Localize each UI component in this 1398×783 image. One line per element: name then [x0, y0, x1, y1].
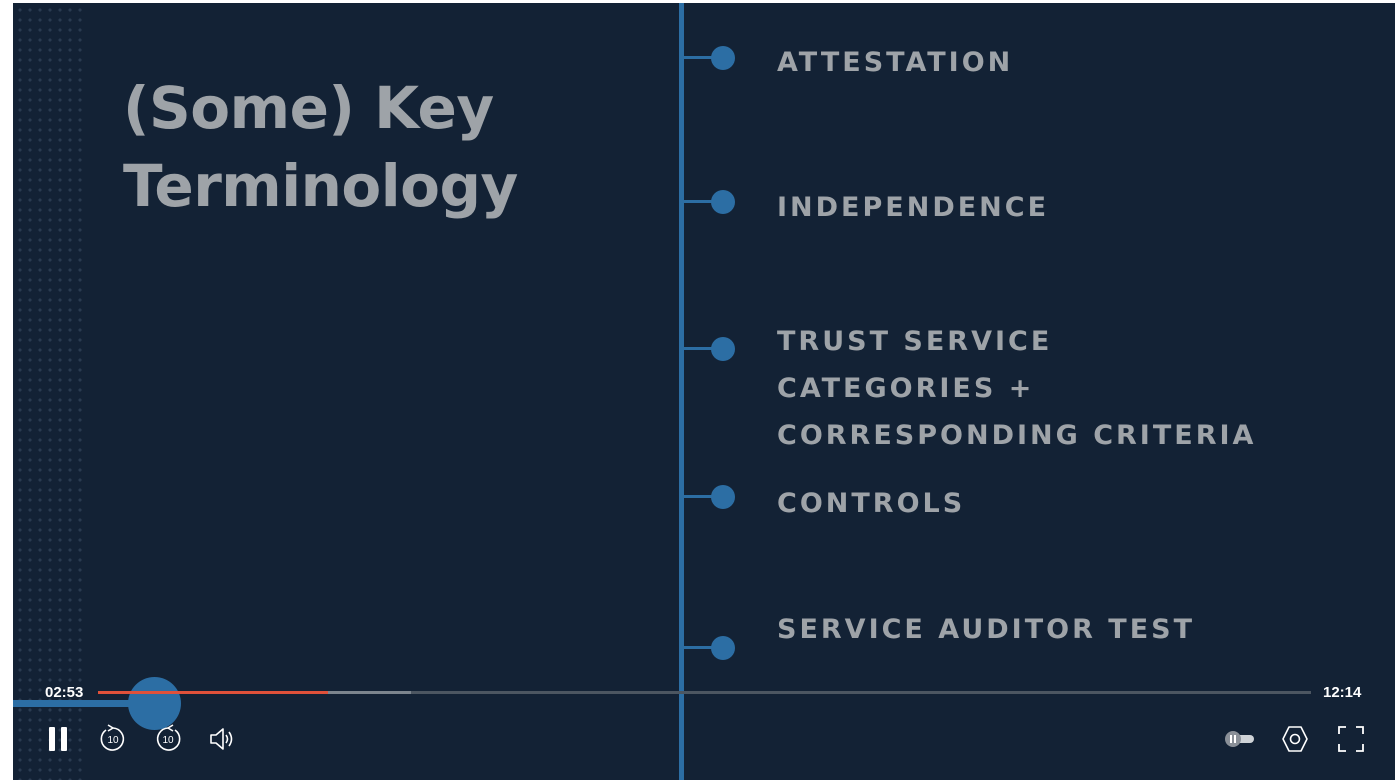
term-service-auditor-test: SERVICE AUDITOR TEST	[777, 614, 1196, 645]
term-line: CATEGORIES +	[777, 373, 1035, 404]
progress-played	[98, 691, 329, 694]
timeline-node	[682, 190, 735, 214]
autoplay-toggle-icon	[1225, 731, 1254, 747]
settings-button[interactable]	[1277, 721, 1313, 757]
volume-icon	[210, 728, 233, 750]
pause-button[interactable]	[40, 721, 76, 757]
timeline-node	[682, 485, 735, 509]
slide-title-line-2: Terminology	[123, 152, 518, 220]
rewind-10-button[interactable]: 10	[95, 721, 131, 757]
forward-10-button[interactable]: 10	[150, 721, 186, 757]
rewind-seconds-label: 10	[107, 735, 119, 746]
volume-button[interactable]	[205, 721, 241, 757]
timeline-node	[682, 337, 735, 361]
slide-accent-bar	[13, 700, 143, 707]
term-independence: INDEPENDENCE	[777, 192, 1050, 223]
term-controls: CONTROLS	[777, 488, 966, 519]
term-trust-service-categories: TRUST SERVICE CATEGORIES + CORRESPONDING…	[777, 318, 1256, 459]
settings-icon	[1282, 726, 1308, 752]
forward-10-icon: 10	[156, 724, 181, 751]
timeline-node	[682, 636, 735, 660]
video-player[interactable]: (Some) Key Terminology ATTESTATION INDEP…	[13, 3, 1395, 780]
timeline-line	[679, 3, 684, 780]
autoplay-toggle[interactable]	[1222, 721, 1258, 757]
slide-title: (Some) Key Terminology	[123, 69, 643, 225]
fullscreen-button[interactable]	[1333, 721, 1369, 757]
slide-accent-circle	[128, 677, 181, 730]
total-time: 12:14	[1323, 684, 1362, 701]
term-line: TRUST SERVICE	[777, 326, 1053, 357]
rewind-10-icon: 10	[100, 724, 125, 751]
progress-bar[interactable]	[98, 691, 1311, 694]
current-time: 02:53	[45, 684, 84, 701]
slide-title-line-1: (Some) Key	[123, 74, 494, 142]
term-line: CORRESPONDING CRITERIA	[777, 420, 1257, 451]
term-attestation: ATTESTATION	[777, 47, 1014, 78]
forward-seconds-label: 10	[162, 735, 174, 746]
pause-icon	[49, 727, 67, 751]
fullscreen-icon	[1338, 726, 1364, 752]
dot-pattern-decoration	[13, 3, 87, 780]
timeline-node	[682, 46, 735, 70]
